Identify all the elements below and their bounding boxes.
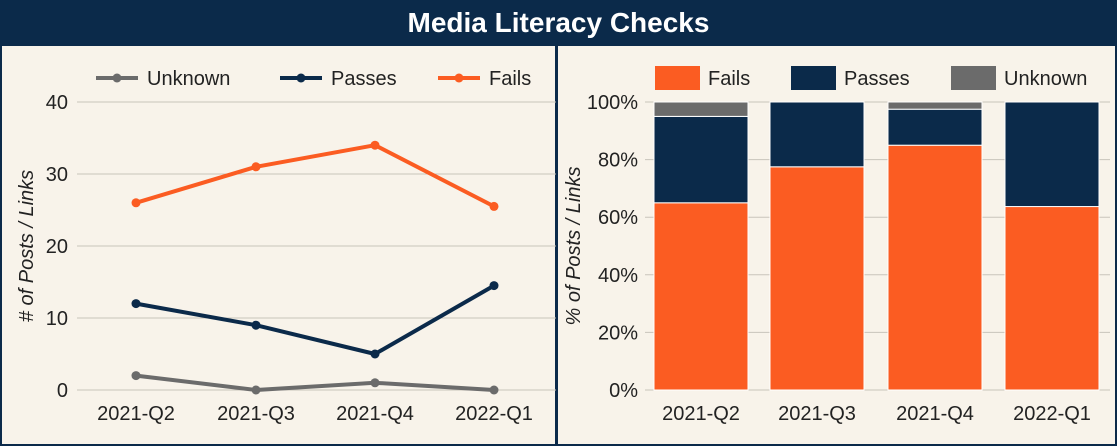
y-tick-label: 10: [46, 308, 68, 330]
series-line-passes: [135, 283, 495, 356]
legend-swatch-fails: [655, 66, 700, 90]
legend-swatch-unknown: [951, 66, 996, 90]
data-point-passes: [370, 349, 380, 359]
bar-segment-fails: [1004, 206, 1100, 391]
y-tick-label: 0: [57, 380, 68, 402]
bar-segment-passes: [887, 108, 983, 146]
bar-segment-fails: [887, 144, 983, 391]
y-tick-label: 60%: [598, 207, 638, 229]
bar-segment-passes: [1004, 101, 1100, 208]
legend-label: Unknown: [147, 68, 230, 90]
bar-segment-passes: [769, 101, 865, 168]
y-axis-label: % of Posts / Links: [563, 167, 585, 326]
data-point-passes: [489, 281, 499, 291]
legend-marker-unknown: [112, 73, 122, 83]
data-point-unknown: [131, 371, 141, 381]
x-tick-label: 2021-Q4: [336, 403, 414, 425]
stacked-bar-chart: 0% 20% 40% 60% 80% 100% % of Posts / Links 2021…: [563, 66, 1110, 425]
data-point-unknown: [251, 385, 261, 395]
title-bar: Media Literacy Checks: [0, 0, 1117, 46]
y-tick-label: 100%: [587, 92, 638, 114]
x-tick-label: 2021-Q3: [778, 403, 856, 425]
bar-segment-unknown: [653, 101, 749, 117]
y-tick-label: 80%: [598, 150, 638, 172]
legend-label: Fails: [708, 68, 750, 90]
legend-label: Passes: [331, 68, 397, 90]
legend-label: Fails: [489, 68, 531, 90]
legend-label: Unknown: [1004, 68, 1087, 90]
line-chart: 0 10 20 30 40 2021-Q2 2021-Q3 2021-Q4 2022-Q1 # o…: [16, 68, 556, 425]
data-point-fails: [489, 201, 499, 211]
data-point-unknown: [370, 378, 380, 388]
legend-label: Passes: [844, 68, 910, 90]
x-tick-label: 2022-Q1: [455, 403, 533, 425]
y-tick-label: 0%: [609, 380, 638, 402]
legend-swatch-passes: [791, 66, 836, 90]
y-tick-label: 30: [46, 164, 68, 186]
data-point-fails: [131, 198, 141, 208]
x-tick-label: 2021-Q2: [97, 403, 175, 425]
x-tick-label: 2021-Q4: [896, 403, 974, 425]
x-tick-label: 2021-Q3: [217, 403, 295, 425]
bar-segment-fails: [769, 166, 865, 391]
data-point-passes: [131, 299, 141, 309]
bar-segment-unknown: [887, 101, 983, 110]
x-tick-label: 2022-Q1: [1013, 403, 1091, 425]
bar-segment-passes: [653, 115, 749, 204]
data-point-unknown: [489, 385, 499, 395]
series-line-unknown: [135, 373, 495, 392]
data-point-fails: [251, 162, 261, 172]
x-tick-label: 2021-Q2: [662, 403, 740, 425]
data-point-passes: [251, 320, 261, 330]
y-tick-label: 20%: [598, 322, 638, 344]
y-tick-label: 40: [46, 92, 68, 114]
y-tick-label: 40%: [598, 265, 638, 287]
dashboard-title: Media Literacy Checks: [407, 7, 710, 38]
legend-marker-fails: [454, 73, 464, 83]
legend-marker-passes: [296, 73, 306, 83]
y-tick-label: 20: [46, 236, 68, 258]
data-point-fails: [370, 140, 380, 150]
series-line-fails: [135, 143, 495, 209]
y-axis-label: # of Posts / Links: [16, 170, 38, 322]
bar-segment-fails: [653, 202, 749, 391]
